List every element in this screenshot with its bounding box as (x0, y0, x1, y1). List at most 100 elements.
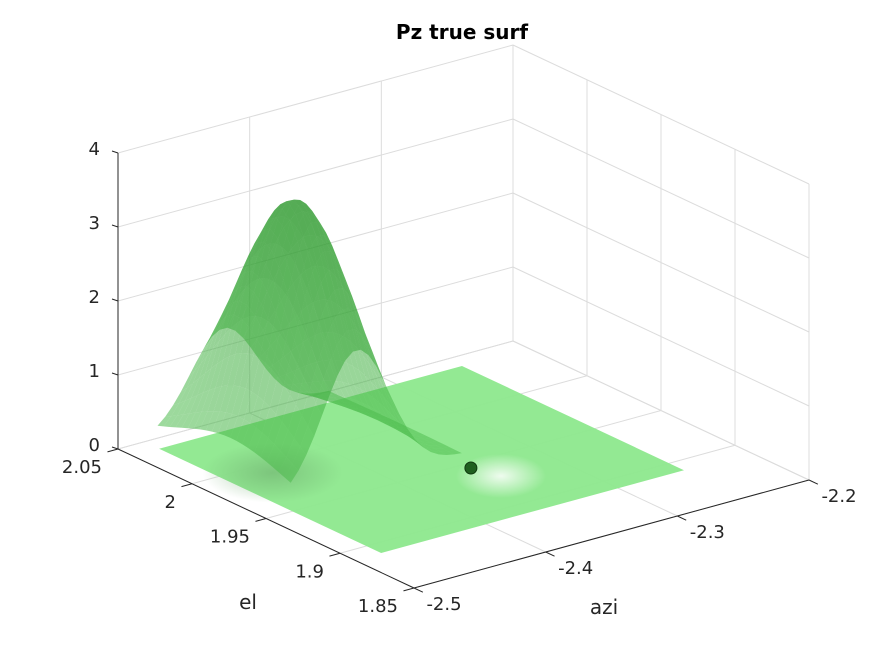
surface-patch (223, 322, 238, 360)
surface-patch (194, 343, 209, 371)
surface-patch (325, 321, 340, 358)
surface-patch (224, 413, 238, 438)
surface-patch (211, 411, 226, 434)
surface-patch (275, 385, 290, 422)
surface-patch (265, 326, 280, 370)
surface-patch (340, 308, 355, 331)
surface-patch (342, 288, 357, 316)
surface-patch (358, 370, 373, 398)
surface-patch (364, 411, 378, 421)
surface-patch (261, 279, 276, 321)
surface-patch (195, 389, 210, 413)
surface-patch (287, 263, 302, 308)
surface-patch (336, 381, 351, 399)
surface-patch (344, 396, 359, 409)
surface-patch (368, 405, 383, 421)
surface-patch (284, 463, 299, 483)
x-tick-label: -2.3 (690, 522, 725, 543)
surface-patch (432, 450, 447, 455)
y-tick-mark (107, 448, 119, 453)
marker-point (464, 461, 478, 475)
x-axis-line (413, 479, 810, 589)
surface-patch (169, 414, 184, 428)
surface-patch (269, 244, 283, 283)
surface-patch (197, 368, 212, 396)
surface-patch (193, 411, 208, 430)
surface-patch (382, 420, 397, 430)
surface-patch (181, 412, 196, 429)
grid-line (117, 44, 514, 154)
surface-patch (262, 407, 276, 439)
surface-patch (398, 426, 413, 440)
surface-patch (299, 289, 314, 334)
surface-patch (179, 383, 193, 404)
surface-patch (362, 402, 377, 417)
surface-patch (332, 394, 346, 405)
surface-patch (268, 414, 283, 445)
surface-patch (296, 212, 311, 238)
surface-patch (240, 243, 255, 278)
surface-patch (428, 445, 442, 449)
surface-patch (230, 416, 244, 441)
y-tick-label: 2 (165, 492, 176, 513)
surface-patch (324, 234, 339, 261)
surface-patch (303, 348, 318, 390)
surface-patch (426, 447, 441, 452)
x-tick-mark (677, 515, 687, 521)
surface-patch (212, 313, 227, 349)
surface-patch (352, 366, 367, 393)
surface-patch (192, 356, 207, 384)
data-marker (464, 461, 478, 475)
surface-patch (373, 359, 388, 394)
y-tick-mark (329, 552, 341, 557)
surface-patch (377, 388, 391, 414)
surface-patch (354, 386, 369, 406)
surface-patch (293, 275, 308, 320)
x-tick-mark (545, 551, 555, 557)
surface-patch (328, 268, 343, 290)
surface-patch (440, 451, 455, 455)
surface-patch (350, 398, 365, 412)
surface-patch (260, 438, 275, 462)
surface-patch (360, 389, 375, 410)
surface-patch (288, 227, 303, 264)
chart-title: Pz true surf (396, 20, 528, 44)
surface-patch (244, 250, 259, 289)
y-tick-label: 1.85 (358, 596, 398, 617)
surface-patch (307, 402, 322, 437)
surface-patch (326, 289, 341, 322)
surface-patch (282, 394, 296, 430)
y-tick-mark (181, 483, 193, 488)
surface-patch (214, 300, 229, 334)
surface-patch (330, 380, 345, 397)
surface-patch (336, 268, 351, 297)
surface-patch (258, 219, 273, 251)
surface-patch (191, 373, 206, 398)
surface-patch (358, 408, 372, 418)
surface-patch (320, 270, 335, 302)
surface-patch (339, 330, 353, 361)
surface-patch (311, 321, 326, 364)
surface-patch (175, 413, 190, 428)
surface-patch (206, 323, 221, 357)
surface-patch (185, 378, 200, 401)
surface-patch (352, 406, 366, 416)
surface-patch (322, 250, 337, 271)
surface-patch (256, 401, 270, 433)
surface-patch (288, 404, 302, 439)
surface-patch (346, 329, 361, 352)
surface-patch (225, 385, 240, 414)
surface-patch (157, 416, 172, 427)
surface-patch (354, 329, 369, 356)
z-tick-label: 0 (89, 435, 100, 456)
surface-patch (316, 234, 331, 253)
surface-patch (231, 386, 246, 417)
surface-patch (171, 400, 186, 417)
surface-patch (263, 243, 277, 280)
surface-patch (263, 369, 278, 408)
surface-patch (333, 310, 347, 341)
surface-patch (317, 339, 332, 380)
surface-patch (403, 426, 417, 443)
plane-highlight (455, 453, 546, 498)
surface-patch (227, 352, 242, 386)
